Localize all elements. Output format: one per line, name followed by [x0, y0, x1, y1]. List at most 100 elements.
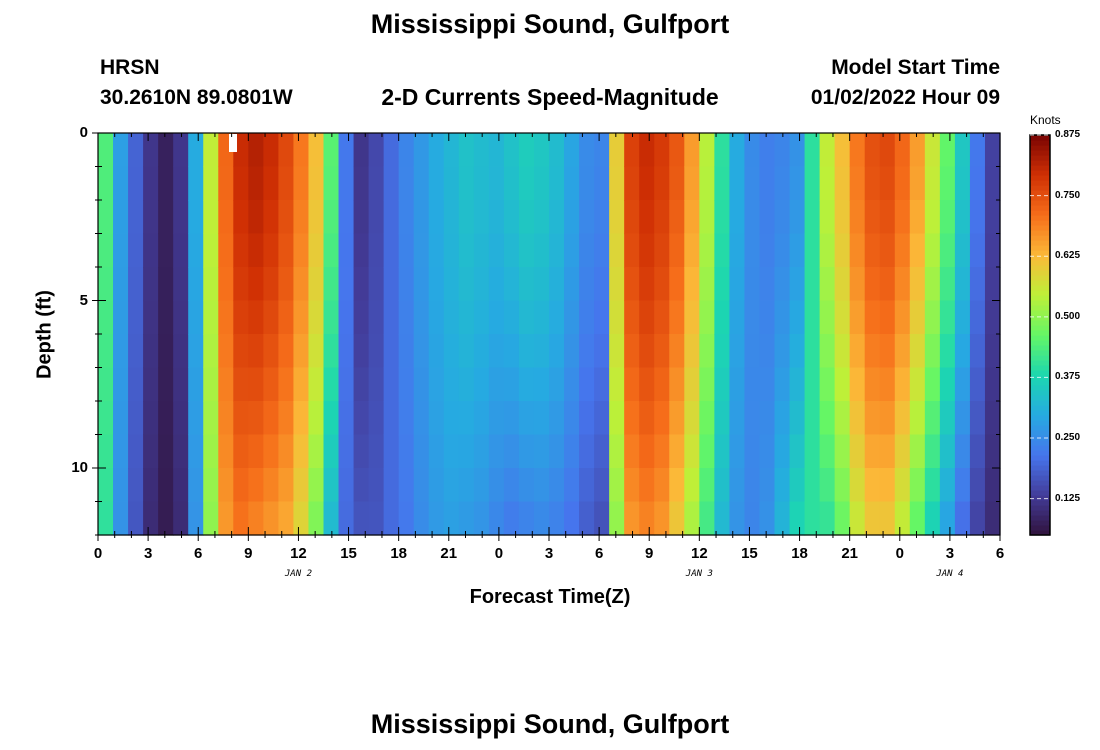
heatmap-cell [488, 166, 505, 201]
heatmap-cell [218, 501, 234, 536]
heatmap-cell [879, 233, 896, 268]
heatmap-cell [624, 166, 640, 201]
heatmap-cell [894, 468, 911, 503]
heatmap-cell [248, 200, 264, 235]
heatmap-cell [924, 300, 941, 335]
heatmap-cell [113, 367, 129, 402]
heatmap-cell [924, 267, 941, 302]
heatmap-cell [699, 468, 715, 503]
heatmap-cell [293, 334, 310, 369]
heatmap-cell [383, 401, 400, 436]
colorbar-segment [1030, 425, 1050, 431]
heatmap-cell [263, 501, 279, 536]
heatmap-cell [849, 501, 866, 536]
heatmap-cell [849, 334, 866, 369]
heatmap-cell [533, 233, 550, 268]
heatmap-cell [203, 334, 219, 369]
heatmap-cell [594, 267, 610, 302]
colorbar-segment [1030, 160, 1050, 166]
heatmap-cell [909, 401, 926, 436]
heatmap-cell [353, 233, 370, 268]
heatmap-cell [263, 334, 279, 369]
heatmap-cell [639, 166, 655, 201]
heatmap-cell [684, 501, 700, 536]
heatmap-cell [864, 233, 881, 268]
heatmap-cell [969, 401, 986, 436]
heatmap-cell [669, 233, 685, 268]
heatmap-cell [353, 133, 370, 168]
heatmap-cell [714, 166, 730, 201]
heatmap-cell [939, 434, 956, 469]
heatmap-cell [488, 501, 505, 536]
colorbar-segment [1030, 525, 1050, 531]
colorbar-segment [1030, 355, 1050, 361]
heatmap-cell [383, 133, 400, 168]
heatmap-cell [413, 367, 430, 402]
heatmap-cell [188, 166, 204, 201]
heatmap-cell [398, 300, 415, 335]
heatmap-cell [503, 501, 520, 536]
heatmap-cell [533, 367, 550, 402]
heatmap-cell [218, 434, 234, 469]
heatmap-cell [684, 434, 700, 469]
heatmap-cell [128, 401, 144, 436]
colorbar-segment [1030, 225, 1050, 231]
heatmap-cell [458, 166, 475, 201]
heatmap-cell [413, 300, 430, 335]
colorbar-tick-label: 0.625 [1055, 250, 1081, 262]
colorbar-segment [1030, 220, 1050, 226]
heatmap-cell [293, 267, 310, 302]
heatmap-cell [533, 501, 550, 536]
heatmap-cell [323, 267, 340, 302]
colorbar-segment [1030, 285, 1050, 291]
heatmap-cell [729, 166, 746, 201]
heatmap-cell [954, 401, 971, 436]
heatmap-cell [353, 200, 370, 235]
heatmap-cell [639, 233, 655, 268]
heatmap-cell [338, 434, 355, 469]
heatmap-cell [624, 133, 640, 168]
heatmap-cell [984, 166, 1001, 201]
heatmap-cell [398, 267, 415, 302]
heatmap-cell [368, 501, 385, 536]
colorbar-segment [1030, 155, 1050, 161]
heatmap-cell [864, 367, 881, 402]
heatmap-cell [924, 133, 941, 168]
heatmap-cell [579, 468, 595, 503]
heatmap-cell [323, 334, 340, 369]
heatmap-cell [113, 233, 129, 268]
heatmap-cell [669, 267, 685, 302]
heatmap-cell [849, 200, 866, 235]
heatmap-cell [564, 501, 580, 536]
heatmap-cell [564, 166, 580, 201]
heatmap-cell [879, 267, 896, 302]
colorbar-segment [1030, 410, 1050, 416]
heatmap-cell [473, 468, 490, 503]
heatmap-cell [113, 200, 129, 235]
colorbar-segment [1030, 175, 1050, 181]
heatmap-cell [804, 401, 821, 436]
heatmap-cell [759, 501, 776, 536]
heatmap-cell [98, 267, 114, 302]
colorbar-tick-label: 0.250 [1055, 432, 1081, 444]
heatmap-cell [909, 468, 926, 503]
heatmap-cell [654, 166, 670, 201]
colorbar-segment [1030, 315, 1050, 321]
heatmap-cell [579, 267, 595, 302]
heatmap-cell [834, 300, 851, 335]
heatmap-cell [188, 401, 204, 436]
colorbar-segment [1030, 325, 1050, 331]
colorbar-segment [1030, 275, 1050, 281]
heatmap-cell [879, 401, 896, 436]
heatmap-cell [128, 334, 144, 369]
heatmap-cell [669, 166, 685, 201]
colorbar-segment [1030, 135, 1050, 141]
heatmap-cell [443, 200, 460, 235]
colorbar-segment [1030, 500, 1050, 506]
heatmap-cell [353, 166, 370, 201]
heatmap-cell [969, 133, 986, 168]
heatmap-cell [759, 133, 776, 168]
heatmap-cell [714, 334, 730, 369]
heatmap-cell [353, 501, 370, 536]
heatmap-cell [894, 401, 911, 436]
